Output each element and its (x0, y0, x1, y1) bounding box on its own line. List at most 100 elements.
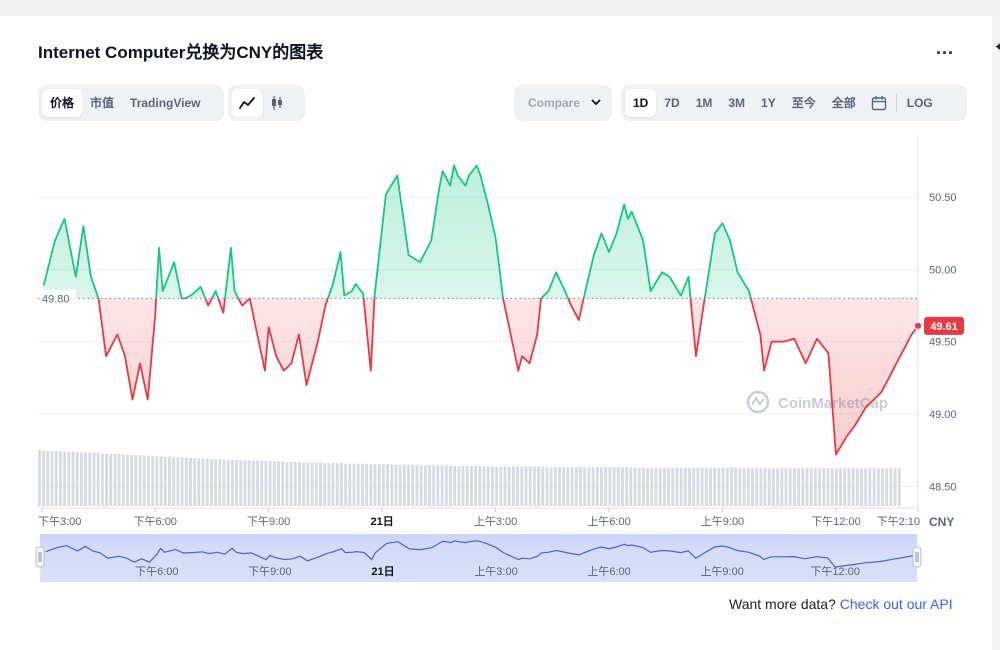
reference-label: 49.80 (42, 293, 70, 305)
view-market-cap-button[interactable]: 市值 (90, 96, 115, 110)
volume-bar (658, 467, 662, 506)
volume-bar (683, 467, 687, 506)
volume-bar (398, 464, 402, 506)
volume-bar (360, 463, 364, 506)
volume-bar (600, 467, 603, 506)
star-icon: ✦ (994, 40, 1000, 54)
volume-bar (738, 467, 742, 506)
volume-bar (893, 468, 897, 506)
volume-bar (830, 468, 834, 506)
volume-bar (579, 467, 582, 506)
volume-bar (46, 450, 50, 506)
volume-bar (277, 461, 280, 506)
volume-bar (516, 466, 520, 506)
volume-bar (247, 460, 251, 506)
volume-bar (251, 460, 255, 506)
volume-bar (407, 464, 410, 506)
volume-bar (721, 467, 725, 506)
volume-bar (390, 464, 394, 506)
volume-bar (352, 463, 356, 506)
range-1m-button[interactable]: 1M (695, 96, 713, 110)
volume-bar (256, 460, 259, 506)
volume-bar (306, 462, 310, 506)
volume-bar (482, 466, 486, 506)
volume-bar (126, 454, 129, 506)
volume-bar (583, 467, 587, 506)
volume-bar (289, 462, 293, 506)
navigator-label: 21日 (371, 565, 394, 578)
navigator-handle-right[interactable] (912, 546, 922, 568)
volume-bar (235, 460, 239, 506)
volume-bar (411, 464, 415, 506)
volume-bar (771, 468, 775, 506)
volume-bar (369, 464, 373, 506)
volume-bar (113, 454, 117, 506)
navigator-area (40, 540, 917, 582)
volume-bar (373, 464, 377, 506)
volume-bar (319, 462, 322, 506)
volume-bar (751, 468, 754, 506)
x-tick-label: 上午6:00 (587, 515, 630, 528)
x-tick-label: 下午6:00 (134, 515, 177, 528)
calendar-icon[interactable] (864, 89, 894, 117)
navigator-handle-left[interactable] (35, 546, 45, 568)
volume-bar (566, 467, 570, 506)
volume-bar (486, 466, 490, 506)
volume-bar (163, 456, 167, 506)
volume-bar (881, 468, 884, 506)
volume-bar (885, 468, 889, 506)
volume-bar (453, 466, 457, 506)
more-options-button[interactable]: ... (936, 38, 955, 58)
volume-bar (188, 458, 192, 506)
volume-bar (243, 460, 247, 506)
volume-bar (457, 466, 461, 506)
volume-bar (470, 466, 473, 506)
range-3m-button[interactable]: 3M (728, 96, 746, 110)
candlestick-icon[interactable] (262, 89, 292, 117)
volume-bar (84, 452, 88, 506)
volume-bar (612, 467, 616, 506)
navigator-line (45, 540, 918, 568)
line-chart-icon[interactable] (232, 89, 262, 117)
volume-bar (356, 463, 360, 506)
range-ytd-button[interactable]: 至今 (791, 96, 816, 110)
range-all-button[interactable]: 全部 (831, 96, 856, 110)
view-price-button[interactable]: 价格 (42, 89, 83, 117)
x-tick-label: 21日 (371, 515, 394, 528)
volume-bar (327, 463, 331, 506)
api-promo-text: Want more data? (729, 596, 840, 612)
volume-bar (323, 463, 327, 506)
volume-bar (63, 451, 67, 506)
volume-bar (58, 451, 62, 506)
volume-bar (268, 461, 272, 506)
volume-bar (692, 467, 696, 506)
volume-bar (499, 466, 503, 506)
range-1y-button[interactable]: 1Y (761, 96, 776, 110)
volume-bar (717, 467, 721, 506)
volume-bar (138, 455, 142, 506)
range-1d-button[interactable]: 1D (625, 89, 657, 117)
volume-bar (130, 455, 134, 506)
range-navigator[interactable]: 下午6:00 下午9:00 21日 上午3:00 上午6:00 上午9:00 下午12:00 (35, 534, 922, 582)
volume-bar (805, 468, 809, 506)
price-area-up (43, 165, 918, 299)
log-scale-button[interactable]: LOG (906, 96, 933, 110)
compare-dropdown[interactable]: Compare w (514, 85, 612, 121)
toolbar-divider (895, 94, 897, 112)
volume-bar (696, 467, 700, 506)
volume-bar (415, 464, 419, 506)
api-link[interactable]: Check out our API (839, 596, 953, 612)
volume-bar (121, 454, 125, 506)
volume-bar (147, 455, 150, 506)
volume-bar (725, 467, 729, 506)
volume-bar (813, 468, 817, 506)
volume-bar (331, 463, 335, 506)
volume-bar (168, 456, 171, 506)
range-7d-button[interactable]: 7D (664, 96, 680, 110)
volume-bar (339, 463, 343, 506)
volume-bar (826, 468, 830, 506)
y-tick-label: 49.00 (929, 409, 957, 421)
view-tradingview-button[interactable]: TradingView (130, 96, 201, 110)
volume-bar (230, 459, 234, 506)
